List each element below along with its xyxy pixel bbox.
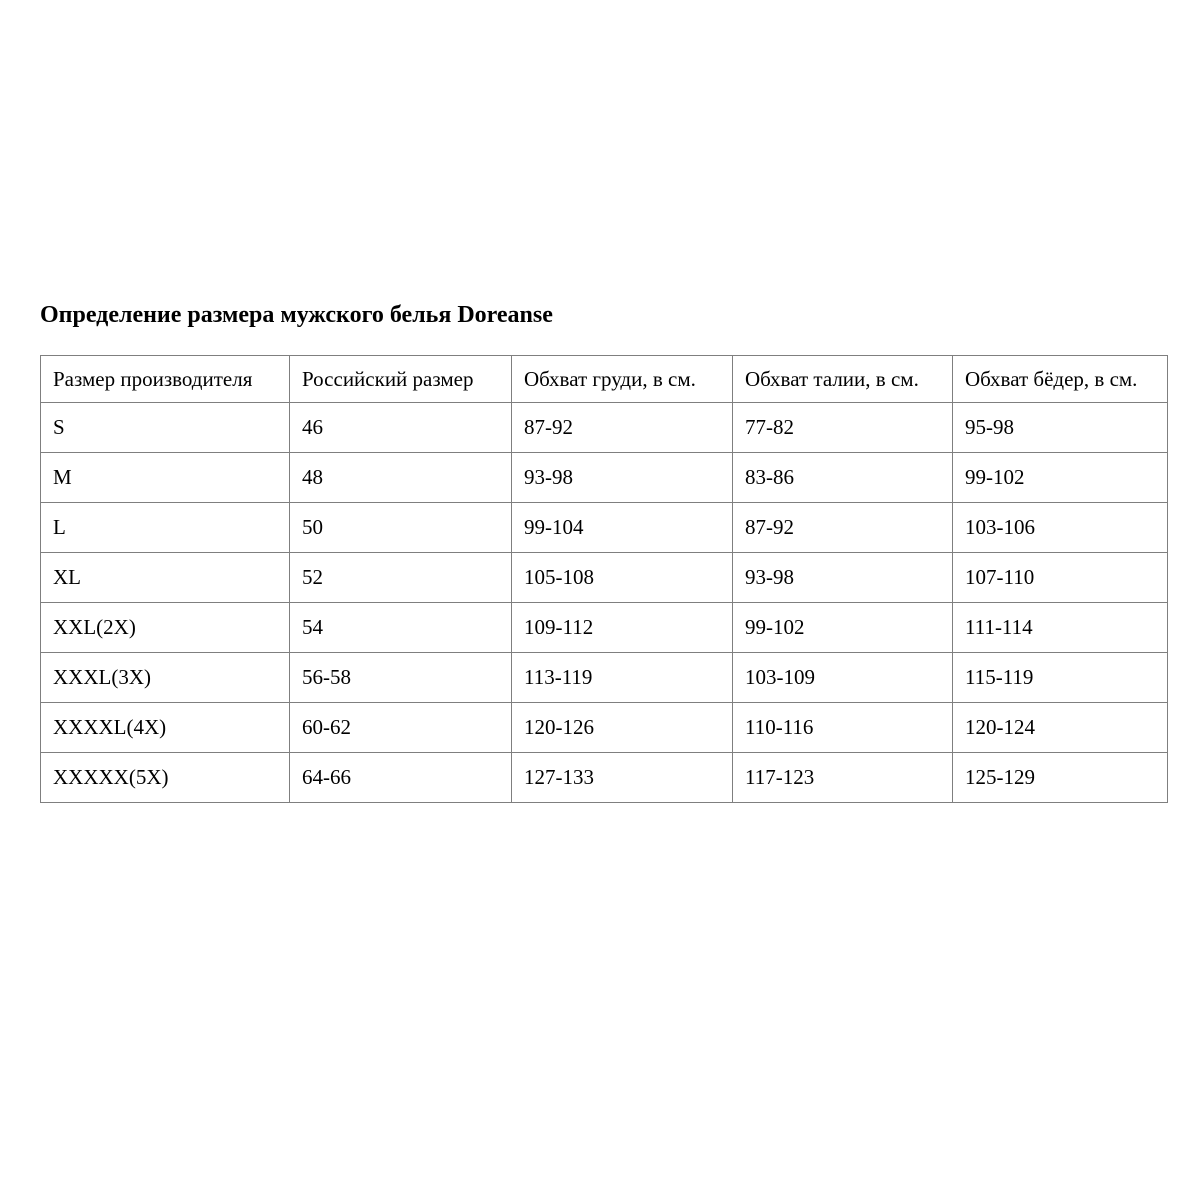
table-row: XL 52 105-108 93-98 107-110 — [40, 552, 1168, 604]
cell-hips: 111-114 — [952, 602, 1168, 654]
cell-russian-size: 48 — [289, 452, 512, 504]
cell-chest: 93-98 — [511, 452, 733, 504]
cell-waist: 117-123 — [732, 752, 953, 804]
table-body: S 46 87-92 77-82 95-98 M 48 93-98 83-86 … — [40, 402, 1168, 804]
table-row: XXL(2X) 54 109-112 99-102 111-114 — [40, 602, 1168, 654]
cell-russian-size: 54 — [289, 602, 512, 654]
cell-russian-size: 60-62 — [289, 702, 512, 754]
cell-manufacturer-size: XXL(2X) — [40, 602, 290, 654]
cell-chest: 105-108 — [511, 552, 733, 604]
cell-chest: 99-104 — [511, 502, 733, 554]
cell-manufacturer-size: XXXXL(4X) — [40, 702, 290, 754]
cell-manufacturer-size: L — [40, 502, 290, 554]
cell-hips: 120-124 — [952, 702, 1168, 754]
header-cell-manufacturer-size: Размер производителя — [40, 355, 290, 404]
table-row: M 48 93-98 83-86 99-102 — [40, 452, 1168, 504]
cell-manufacturer-size: XXXXX(5X) — [40, 752, 290, 804]
cell-waist: 93-98 — [732, 552, 953, 604]
header-cell-chest: Обхват груди, в см. — [511, 355, 733, 404]
header-cell-waist: Обхват талии, в см. — [732, 355, 953, 404]
size-chart-table: Размер производителя Российский размер О… — [40, 355, 1168, 804]
cell-manufacturer-size: M — [40, 452, 290, 504]
cell-chest: 127-133 — [511, 752, 733, 804]
cell-waist: 77-82 — [732, 402, 953, 454]
table-row: S 46 87-92 77-82 95-98 — [40, 402, 1168, 454]
cell-hips: 99-102 — [952, 452, 1168, 504]
cell-manufacturer-size: XXXL(3X) — [40, 652, 290, 704]
cell-hips: 125-129 — [952, 752, 1168, 804]
cell-waist: 99-102 — [732, 602, 953, 654]
cell-russian-size: 50 — [289, 502, 512, 554]
header-row: Размер производителя Российский размер О… — [40, 355, 1168, 404]
cell-chest: 87-92 — [511, 402, 733, 454]
cell-waist: 103-109 — [732, 652, 953, 704]
cell-waist: 83-86 — [732, 452, 953, 504]
header-cell-russian-size: Российский размер — [289, 355, 512, 404]
cell-hips: 103-106 — [952, 502, 1168, 554]
cell-manufacturer-size: S — [40, 402, 290, 454]
cell-chest: 109-112 — [511, 602, 733, 654]
cell-hips: 115-119 — [952, 652, 1168, 704]
header-cell-hips: Обхват бёдер, в см. — [952, 355, 1168, 404]
cell-chest: 113-119 — [511, 652, 733, 704]
page-title: Определение размера мужского белья Dorea… — [40, 302, 553, 328]
cell-waist: 87-92 — [732, 502, 953, 554]
cell-chest: 120-126 — [511, 702, 733, 754]
table-header: Размер производителя Российский размер О… — [40, 355, 1168, 404]
cell-russian-size: 64-66 — [289, 752, 512, 804]
table-row: XXXL(3X) 56-58 113-119 103-109 115-119 — [40, 652, 1168, 704]
cell-hips: 95-98 — [952, 402, 1168, 454]
cell-russian-size: 52 — [289, 552, 512, 604]
table-row: XXXXX(5X) 64-66 127-133 117-123 125-129 — [40, 752, 1168, 804]
cell-manufacturer-size: XL — [40, 552, 290, 604]
table-row: XXXXL(4X) 60-62 120-126 110-116 120-124 — [40, 702, 1168, 754]
cell-hips: 107-110 — [952, 552, 1168, 604]
content-area: Определение размера мужского белья Dorea… — [40, 302, 1168, 804]
cell-russian-size: 46 — [289, 402, 512, 454]
table-row: L 50 99-104 87-92 103-106 — [40, 502, 1168, 554]
cell-russian-size: 56-58 — [289, 652, 512, 704]
cell-waist: 110-116 — [732, 702, 953, 754]
